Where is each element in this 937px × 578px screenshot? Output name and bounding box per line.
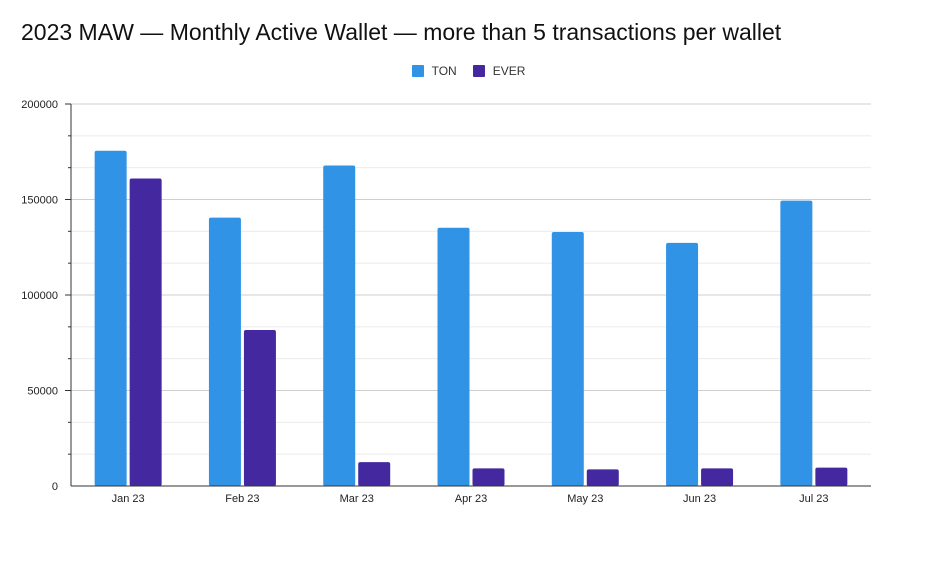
bar-ton-jan-23: [94, 150, 127, 487]
y-tick-label: 200000: [21, 99, 58, 111]
bar-ever-jun-23: [701, 468, 734, 486]
bar-ton-may-23: [551, 231, 584, 486]
bar-ever-may-23: [586, 469, 619, 486]
legend-item-ton[interactable]: TON: [411, 64, 457, 78]
legend: TON EVER: [0, 64, 937, 78]
y-tick-label: 0: [52, 481, 58, 493]
x-tick-label: May 23: [567, 493, 603, 505]
x-tick-label: Feb 23: [225, 493, 259, 505]
bar-ever-jul-23: [815, 467, 848, 486]
legend-swatch-ever: [472, 65, 485, 77]
bar-ever-apr-23: [472, 468, 505, 486]
bar-ever-jan-23: [129, 178, 162, 487]
bar-ton-jun-23: [666, 242, 699, 486]
y-tick-label: 100000: [21, 290, 58, 302]
x-tick-label: Mar 23: [340, 493, 374, 505]
x-tick-label: Jul 23: [799, 493, 828, 505]
y-tick-label: 150000: [21, 195, 58, 207]
bar-ton-feb-23: [208, 217, 241, 486]
x-tick-label: Jun 23: [683, 493, 716, 505]
legend-item-ever[interactable]: EVER: [472, 64, 526, 78]
bar-ton-apr-23: [437, 227, 470, 486]
legend-label-ton: TON: [431, 64, 457, 78]
legend-label-ever: EVER: [492, 64, 526, 78]
legend-swatch-ton: [411, 65, 424, 77]
chart-title: 2023 MAW — Monthly Active Wallet — more …: [21, 19, 782, 45]
bar-ton-jul-23: [780, 200, 813, 486]
bar-ever-feb-23: [243, 329, 276, 486]
bar-ever-mar-23: [358, 462, 391, 486]
x-tick-label: Jan 23: [112, 493, 145, 505]
bar-ton-mar-23: [323, 165, 356, 486]
y-tick-label: 50000: [27, 386, 58, 398]
x-tick-label: Apr 23: [455, 493, 487, 505]
